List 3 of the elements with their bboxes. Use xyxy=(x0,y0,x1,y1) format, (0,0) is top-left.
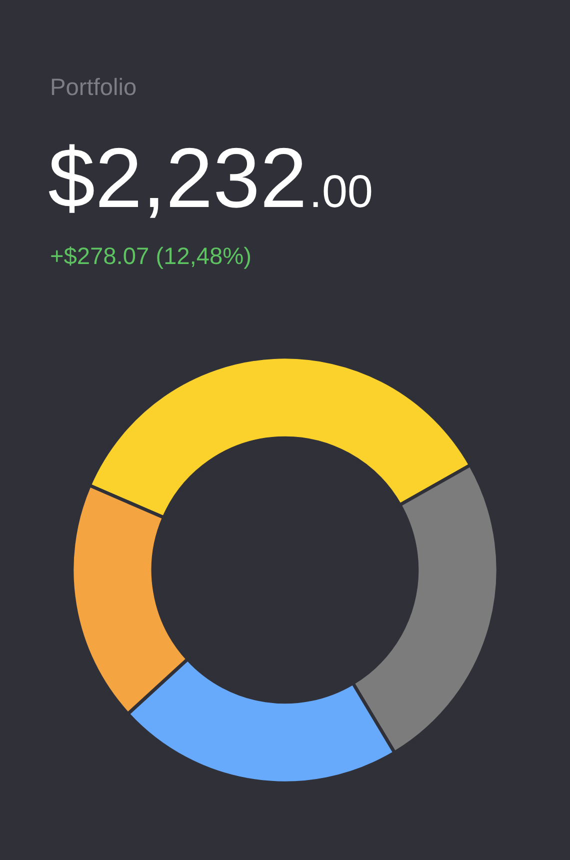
chart-subtitle: $2,232.00 xyxy=(48,144,372,218)
chart-title: Portfolio xyxy=(52,78,136,96)
text: +$278.07 (12,48%) xyxy=(51,246,250,269)
